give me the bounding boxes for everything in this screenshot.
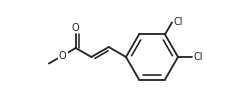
Text: O: O: [59, 50, 67, 61]
Text: Cl: Cl: [173, 17, 182, 27]
Text: Cl: Cl: [193, 52, 202, 62]
Text: O: O: [72, 23, 80, 32]
